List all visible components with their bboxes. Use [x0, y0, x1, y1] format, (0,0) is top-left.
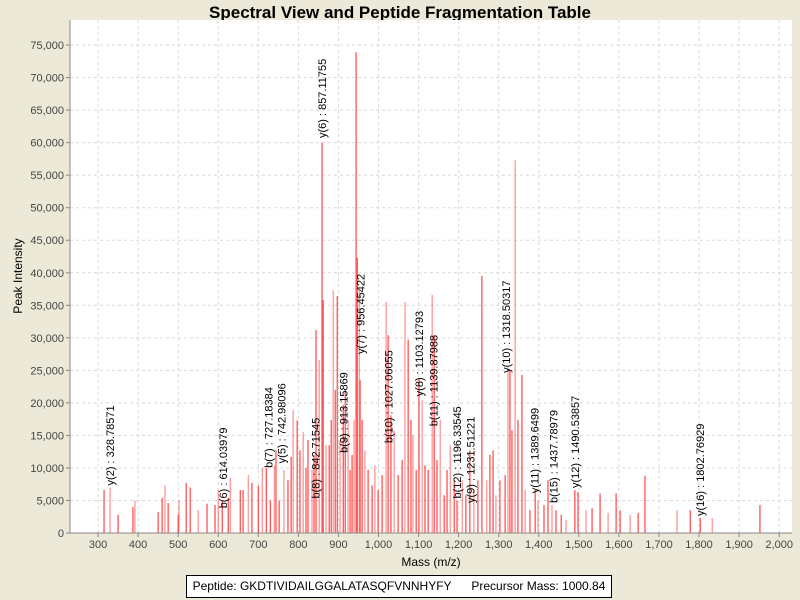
fragment-annotation: y(7) : 956.45422 [355, 274, 367, 354]
legend: Peptide: GKDTIVIDAILGGALATASQFVNNHYFY Pr… [186, 575, 612, 598]
x-axis-label: Mass (m/z) [401, 555, 460, 569]
x-tick-label: 800 [289, 539, 307, 551]
x-tick-label: 600 [209, 539, 227, 551]
x-tick-label: 1,900 [725, 539, 753, 551]
annotations: y(2) : 328.78571 b(6) : 614.03979 b(7) : 7… [105, 59, 707, 516]
x-tick-label: 300 [89, 539, 107, 551]
chart-title: Spectral View and Peptide Fragmentation … [209, 3, 591, 22]
fragment-annotation: b(6) : 614.03979 [218, 427, 230, 508]
fragment-annotation: y(8) : 1103.12793 [414, 311, 426, 396]
legend-precursor-mass: Precursor Mass: 1000.84 [471, 579, 606, 593]
legend-peptide: Peptide: GKDTIVIDAILGGALATASQFVNNHYFY [192, 579, 452, 593]
x-tick-label: 1,000 [365, 539, 393, 551]
fragment-annotation: b(15) : 1437.78979 [549, 410, 561, 503]
fragment-annotation: y(11) : 1389.6499 [529, 408, 541, 493]
y-tick-label: 50,000 [30, 203, 64, 215]
peaks [103, 52, 761, 533]
fragment-annotation: y(10) : 1318.50317 [501, 281, 513, 373]
fragment-annotation: y(5) : 742.98096 [276, 383, 288, 463]
y-tick-label: 75,000 [30, 40, 64, 52]
y-tick-label: 45,000 [30, 235, 64, 247]
x-tick-label: 1,500 [565, 539, 593, 551]
y-tick-label: 40,000 [30, 268, 64, 280]
fragment-annotation: b(11) : 1139.87988 [428, 335, 440, 426]
x-tick-label: 1,100 [405, 539, 433, 551]
x-tick-label: 1,400 [525, 539, 553, 551]
y-tick-label: 30,000 [30, 333, 64, 345]
y-tick-label: 65,000 [30, 105, 64, 117]
y-tick-label: 15,000 [30, 430, 64, 442]
x-tick-label: 1,600 [605, 539, 633, 551]
y-tick-label: 25,000 [30, 365, 64, 377]
plot-area [70, 20, 792, 533]
fragment-annotation: b(9) : 913.15869 [339, 372, 351, 453]
fragment-annotation: b(12) : 1196.33545 [452, 406, 464, 498]
x-tick-label: 900 [329, 539, 347, 551]
fragment-annotation: y(9) : 1231.51221 [466, 417, 478, 503]
y-tick-label: 70,000 [30, 73, 64, 85]
fragment-annotation: y(2) : 328.78571 [105, 405, 117, 485]
x-tick-label: 1,200 [445, 539, 473, 551]
y-tick-label: 60,000 [30, 138, 64, 150]
x-tick-label: 1,800 [685, 539, 713, 551]
y-tick-label: 35,000 [30, 300, 64, 312]
x-tick-label: 1,700 [645, 539, 673, 551]
fragment-annotation: y(12) : 1490.53857 [570, 396, 582, 488]
fragment-annotation: b(7) : 727.18384 [263, 387, 275, 468]
fragment-annotation: y(16) : 1802.76929 [695, 424, 707, 516]
y-tick-label: 55,000 [30, 170, 64, 182]
y-axis-label: Peak Intensity [11, 238, 25, 313]
x-tick-label: 1,300 [485, 539, 513, 551]
x-tick-label: 400 [129, 539, 147, 551]
x-tick-label: 700 [249, 539, 267, 551]
fragment-annotation: b(8) : 842.71545 [311, 418, 323, 499]
x-tick-label: 2,000 [765, 539, 793, 551]
fragment-annotation: b(10) : 1027.06055 [384, 350, 396, 443]
y-tick-label: 0 [58, 528, 64, 540]
y-tick-label: 10,000 [30, 463, 64, 475]
x-tick-label: 500 [169, 539, 187, 551]
axes: 300 400 500 600 700 800 900 1,000 1,100 1,200 1,30… [30, 20, 793, 551]
y-tick-label: 5,000 [36, 495, 64, 507]
fragment-annotation: y(6) : 857.11755 [317, 59, 329, 138]
y-tick-label: 20,000 [30, 398, 64, 410]
